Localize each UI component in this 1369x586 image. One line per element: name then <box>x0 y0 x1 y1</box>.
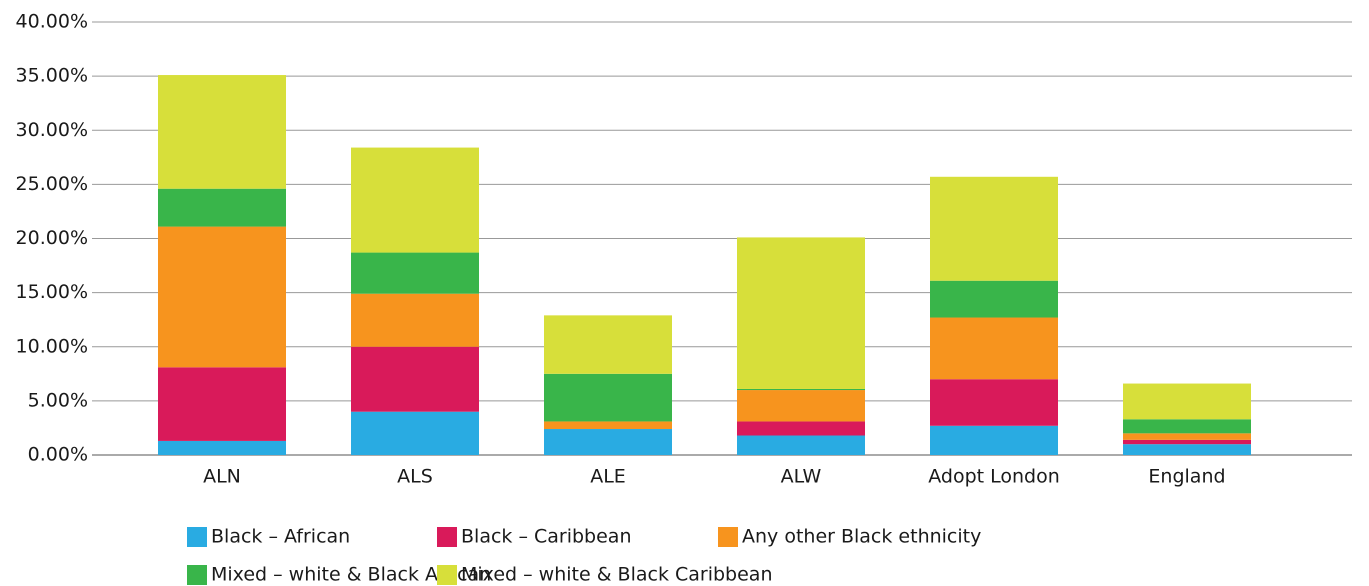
legend-swatch <box>187 565 207 585</box>
legend-label: Black – Caribbean <box>461 526 631 548</box>
y-tick-label: 5.00% <box>28 389 88 411</box>
legend-label: Any other Black ethnicity <box>742 526 981 548</box>
bar-segment <box>1123 419 1251 434</box>
y-tick-label: 25.00% <box>16 173 88 195</box>
x-tick-label: ALS <box>397 466 433 488</box>
x-tick-label: ALW <box>781 466 822 488</box>
bar-segment <box>737 435 865 455</box>
bar-segment <box>930 425 1058 455</box>
bar-segment <box>158 367 286 441</box>
bar-segment <box>351 411 479 455</box>
bar-segment <box>1123 439 1251 445</box>
legend-label: Black – African <box>211 526 350 548</box>
bar-segment <box>544 315 672 374</box>
bar-segment <box>930 379 1058 426</box>
bar-segment <box>158 226 286 368</box>
bar-segment <box>737 237 865 389</box>
bar-segment <box>544 429 672 455</box>
bar-segment <box>737 388 865 391</box>
bar-segment <box>158 75 286 189</box>
x-tick-label: ALE <box>590 466 626 488</box>
bar-segment <box>351 147 479 253</box>
y-tick-label: 0.00% <box>28 444 88 466</box>
legend-swatch <box>718 527 738 547</box>
x-tick-label: ALN <box>203 466 241 488</box>
bar-segment <box>1123 383 1251 420</box>
bar-segment <box>544 421 672 430</box>
y-tick-label: 35.00% <box>16 65 88 87</box>
legend-swatch <box>437 565 457 585</box>
legend-label: Mixed – white & Black African <box>211 564 491 586</box>
y-tick-label: 15.00% <box>16 281 88 303</box>
bar-segment <box>930 280 1058 318</box>
bar-segment <box>158 440 286 455</box>
bar-segment <box>1123 444 1251 455</box>
y-tick-label: 10.00% <box>16 335 88 357</box>
x-tick-label: England <box>1148 466 1225 488</box>
bar-segment <box>1123 433 1251 440</box>
y-tick-label: 30.00% <box>16 119 88 141</box>
x-tick-label: Adopt London <box>928 466 1060 488</box>
bar-segment <box>930 176 1058 281</box>
legend-swatch <box>187 527 207 547</box>
bar-segment <box>351 252 479 294</box>
bar-segment <box>737 390 865 422</box>
bar-segment <box>351 346 479 412</box>
bar-segment <box>158 188 286 227</box>
bar-segment <box>544 373 672 422</box>
bar-segment <box>930 317 1058 380</box>
legend-swatch <box>437 527 457 547</box>
legend-label: Mixed – white & Black Caribbean <box>461 564 773 586</box>
y-tick-label: 20.00% <box>16 227 88 249</box>
bar-segment <box>737 421 865 436</box>
y-tick-label: 40.00% <box>16 11 88 33</box>
bar-segment <box>351 293 479 347</box>
